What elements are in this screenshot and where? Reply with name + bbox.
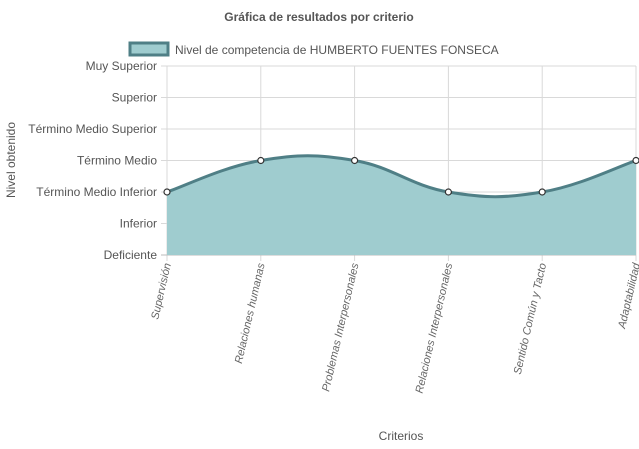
data-point-0[interactable]	[163, 188, 171, 196]
y-tick-label: Muy Superior	[86, 59, 157, 73]
y-tick-labels: Deficiente Inferior Término Medio Inferior…	[28, 59, 157, 262]
legend-swatch	[128, 41, 170, 57]
y-tick-label: Término Medio	[77, 154, 157, 168]
y-tick-label: Superior	[112, 91, 157, 105]
series-line	[166, 154, 637, 199]
y-axis-title: Nivel obtenido	[4, 122, 18, 198]
x-tick-label: Supervisión	[149, 262, 174, 321]
x-tick-label: Relaciones humanas	[233, 261, 268, 364]
x-tick-label: Relaciones Interpersonales	[414, 262, 456, 395]
data-point-4[interactable]	[538, 188, 546, 196]
data-point-2[interactable]	[351, 156, 359, 165]
y-tick-label: Término Medio Superior	[28, 122, 157, 136]
data-point-1[interactable]	[257, 156, 265, 165]
x-tick-label: Problemas Interpersonales	[320, 261, 361, 392]
y-tick-label: Inferior	[120, 217, 157, 231]
chart-title: Gráfica de resultados por criterio	[224, 10, 413, 24]
data-point-3[interactable]	[444, 188, 452, 196]
x-tick-labels: Supervisión Relaciones humanas Problemas I…	[149, 261, 639, 394]
data-point-5[interactable]	[632, 156, 639, 165]
x-tick-label: Sentido Común y Tacto	[512, 262, 549, 376]
data-points	[163, 156, 639, 196]
legend[interactable]: Nivel de competencia de HUMBERTO FUENTES…	[128, 41, 499, 57]
y-tick-label: Deficiente	[104, 248, 158, 262]
series-area	[167, 155, 636, 255]
x-axis-title: Criterios	[379, 429, 424, 443]
y-tick-label: Término Medio Inferior	[36, 185, 157, 199]
legend-label: Nivel de competencia de HUMBERTO FUENTES…	[175, 43, 499, 57]
x-tick-label: Adaptabilidad	[616, 261, 639, 330]
